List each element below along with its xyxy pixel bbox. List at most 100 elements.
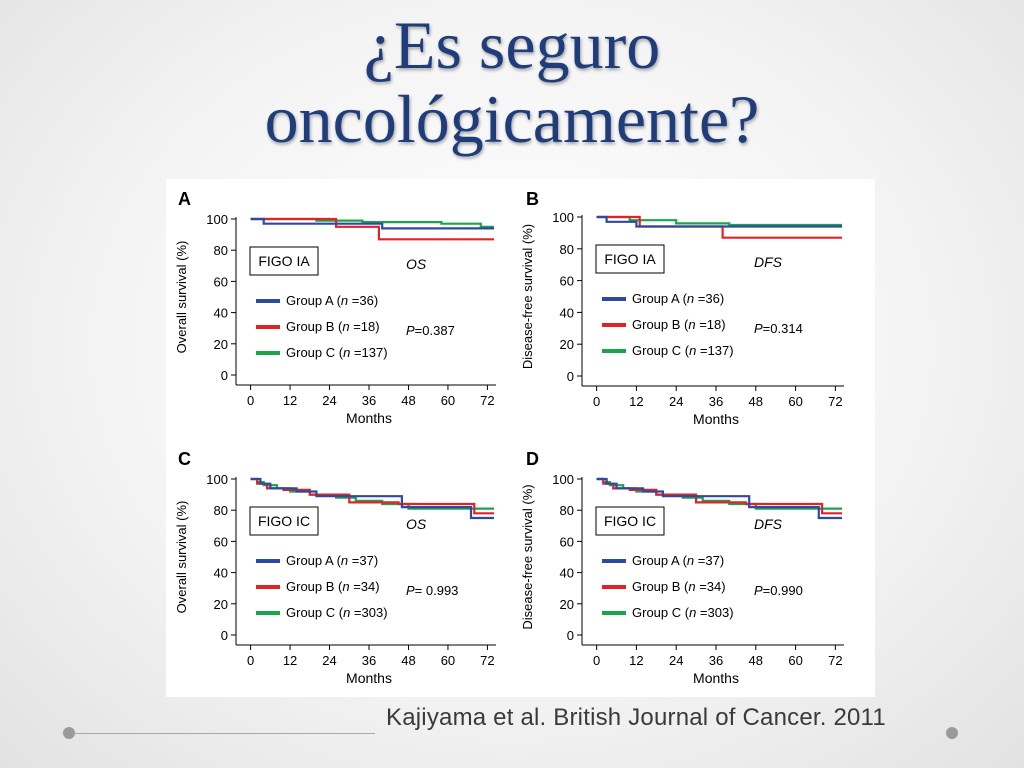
legend-group-name: Group B ( bbox=[632, 317, 689, 332]
legend-n-value: =137) bbox=[350, 345, 387, 360]
legend-n-symbol: n bbox=[341, 553, 348, 568]
x-tick-label-b: 60 bbox=[788, 394, 802, 409]
legend-entry-c-1: Group B (n =34) bbox=[286, 579, 380, 594]
slide-title: ¿Es seguro oncológicamente? bbox=[0, 8, 1024, 156]
x-tick-label-c: 60 bbox=[441, 653, 455, 668]
survival-curve-a-group-b bbox=[250, 217, 494, 241]
legend-n-value: =36) bbox=[694, 291, 724, 306]
x-tick-label-a: 12 bbox=[283, 393, 297, 408]
p-value-text: =0.990 bbox=[763, 583, 803, 598]
y-tick-label-a: 100 bbox=[206, 212, 228, 227]
y-tick-label-d: 60 bbox=[560, 534, 574, 549]
legend-group-name: Group C ( bbox=[632, 605, 690, 620]
x-tick-label-b: 24 bbox=[669, 394, 683, 409]
legend-n-symbol: n bbox=[342, 319, 349, 334]
figo-box-d bbox=[595, 506, 665, 536]
p-symbol: P bbox=[406, 583, 415, 598]
x-tick-label-c: 36 bbox=[362, 653, 376, 668]
metric-label-d: DFS bbox=[754, 516, 783, 532]
panel-letter-a: A bbox=[178, 189, 191, 209]
y-axis-label-c: Overall survival (%) bbox=[174, 501, 189, 614]
legend-n-value: =36) bbox=[348, 293, 378, 308]
legend-group-name: Group C ( bbox=[286, 605, 344, 620]
x-tick-label-b: 12 bbox=[629, 394, 643, 409]
x-tick-label-a: 36 bbox=[362, 393, 376, 408]
citation: Kajiyama et al. British Journal of Cance… bbox=[386, 704, 886, 731]
figo-box-b bbox=[595, 244, 665, 274]
legend-entry-b-2: Group C (n =137) bbox=[632, 343, 734, 358]
panel-d: D 0 20 40 60 80 100 0 12 24 36 48 60 72 Months Disease-… bbox=[520, 449, 844, 686]
y-tick-label-a: 80 bbox=[214, 243, 228, 258]
survival-figure-svg: A 0 20 40 60 80 100 0 12 24 36 48 60 72 Months Overall … bbox=[174, 189, 844, 686]
p-value-text: =0.314 bbox=[763, 321, 803, 336]
y-tick-label-b: 20 bbox=[560, 337, 574, 352]
p-value-d: P=0.990 bbox=[754, 583, 803, 598]
y-tick-label-d: 100 bbox=[552, 472, 574, 487]
legend-entry-d-2: Group C (n =303) bbox=[632, 605, 734, 620]
panel-letter-b: B bbox=[526, 189, 539, 209]
p-symbol: P bbox=[754, 321, 763, 336]
legend-n-value: =18) bbox=[350, 319, 380, 334]
survival-curve-c-group-a bbox=[250, 477, 494, 520]
y-tick-label-c: 80 bbox=[214, 503, 228, 518]
y-tick-label-d: 20 bbox=[560, 597, 574, 612]
y-tick-label-a: 0 bbox=[221, 368, 228, 383]
legend-entry-a-2: Group C (n =137) bbox=[286, 345, 388, 360]
figo-label-c: FIGO IC bbox=[258, 513, 310, 529]
footer-dot-left bbox=[63, 727, 75, 739]
x-tick-label-c: 72 bbox=[480, 653, 494, 668]
legend-group-name: Group A ( bbox=[632, 291, 688, 306]
x-tick-label-d: 60 bbox=[788, 653, 802, 668]
legend-n-symbol: n bbox=[687, 291, 694, 306]
legend-n-value: =37) bbox=[348, 553, 378, 568]
legend-n-symbol: n bbox=[343, 345, 350, 360]
y-tick-label-b: 60 bbox=[560, 274, 574, 289]
y-tick-label-c: 0 bbox=[221, 628, 228, 643]
x-tick-label-d: 0 bbox=[593, 653, 600, 668]
y-tick-label-b: 80 bbox=[560, 242, 574, 257]
legend-n-value: =137) bbox=[696, 343, 733, 358]
metric-label-b: DFS bbox=[754, 254, 783, 270]
legend-n-symbol: n bbox=[688, 317, 695, 332]
metric-label-a: OS bbox=[406, 256, 427, 272]
y-tick-label-c: 60 bbox=[214, 534, 228, 549]
slide-title-line-2: oncológicamente? bbox=[264, 81, 760, 157]
p-value-b: P=0.314 bbox=[754, 321, 803, 336]
legend-entry-b-0: Group A (n =36) bbox=[632, 291, 724, 306]
legend-n-value: =34) bbox=[350, 579, 380, 594]
legend-entry-a-0: Group A (n =36) bbox=[286, 293, 378, 308]
p-value-text: = 0.993 bbox=[415, 583, 459, 598]
legend-n-symbol: n bbox=[687, 553, 694, 568]
y-axis-label-d: Disease-free survival (%) bbox=[520, 484, 535, 629]
y-tick-label-c: 100 bbox=[206, 472, 228, 487]
legend-group-name: Group A ( bbox=[632, 553, 688, 568]
x-tick-label-d: 36 bbox=[709, 653, 723, 668]
legend-n-value: =37) bbox=[694, 553, 724, 568]
panel-b: B 0 20 40 60 80 100 0 12 24 36 48 60 72 Months Disease-… bbox=[520, 189, 844, 427]
survival-figure: A 0 20 40 60 80 100 0 12 24 36 48 60 72 Months Overall … bbox=[166, 179, 875, 697]
survival-curve-a-group-a bbox=[250, 217, 494, 230]
x-axis-label-c: Months bbox=[346, 670, 392, 686]
legend-n-symbol: n bbox=[341, 293, 348, 308]
panel-a: A 0 20 40 60 80 100 0 12 24 36 48 60 72 Months Overall … bbox=[174, 189, 496, 426]
legend-n-value: =303) bbox=[696, 605, 733, 620]
x-axis-label-d: Months bbox=[693, 670, 739, 686]
p-symbol: P bbox=[406, 323, 415, 338]
legend-group-name: Group B ( bbox=[286, 319, 343, 334]
x-tick-label-a: 0 bbox=[247, 393, 254, 408]
x-tick-label-a: 24 bbox=[322, 393, 336, 408]
legend-n-symbol: n bbox=[689, 343, 696, 358]
x-tick-label-d: 24 bbox=[669, 653, 683, 668]
y-tick-label-a: 60 bbox=[214, 274, 228, 289]
x-tick-label-c: 12 bbox=[283, 653, 297, 668]
y-tick-label-b: 0 bbox=[567, 369, 574, 384]
legend-n-symbol: n bbox=[689, 605, 696, 620]
legend-group-name: Group A ( bbox=[286, 293, 342, 308]
panel-letter-c: C bbox=[178, 449, 191, 469]
p-value-text: =0.387 bbox=[415, 323, 455, 338]
y-tick-label-c: 20 bbox=[214, 597, 228, 612]
survival-curve-b-group-a bbox=[596, 215, 842, 228]
legend-n-value: =18) bbox=[696, 317, 726, 332]
y-axis-label-b: Disease-free survival (%) bbox=[520, 224, 535, 369]
y-tick-label-b: 100 bbox=[552, 210, 574, 225]
